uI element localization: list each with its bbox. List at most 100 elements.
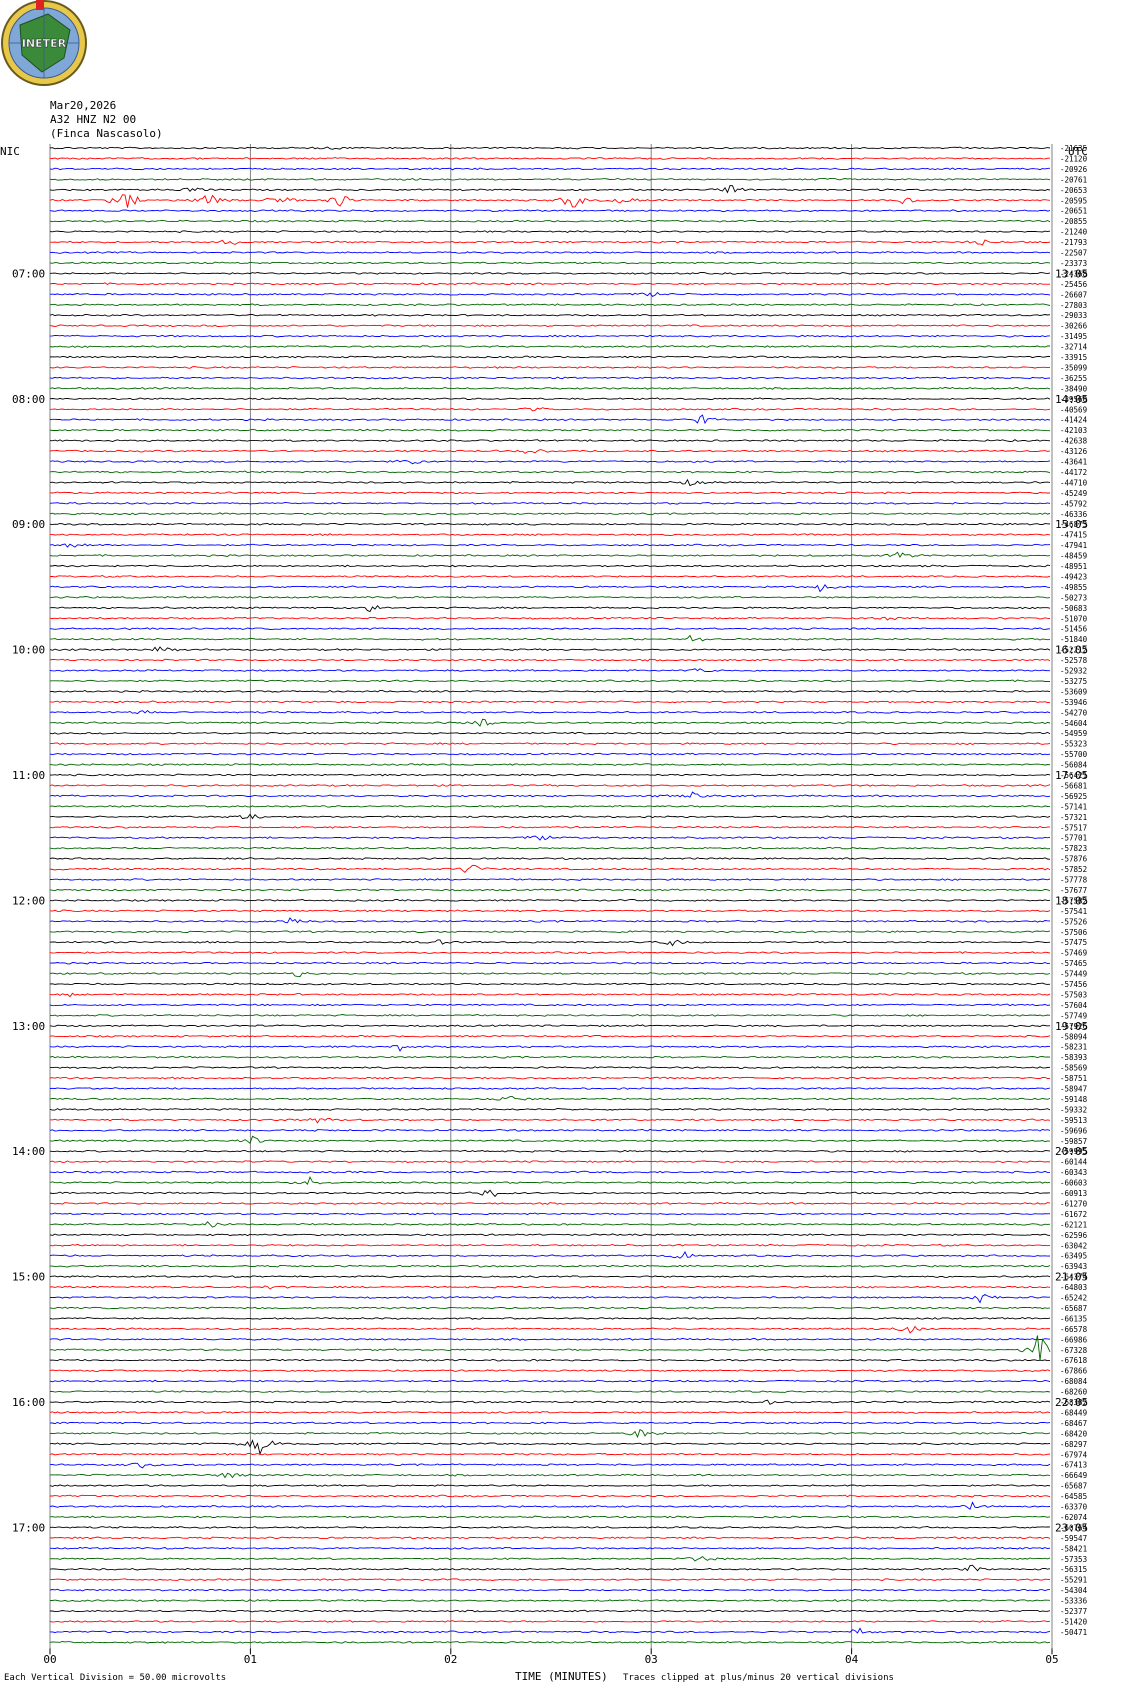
row-offset-label: -52212	[1060, 646, 1087, 655]
row-offset-label: -50273	[1060, 593, 1087, 602]
row-offset-label: -59857	[1060, 1137, 1087, 1146]
trace-row	[49, 668, 1050, 673]
row-offset-label: -57823	[1060, 844, 1087, 853]
trace-row	[49, 1045, 1051, 1052]
row-offset-label: -54959	[1060, 729, 1087, 738]
row-offset-label: -47941	[1060, 541, 1087, 550]
row-offset-label: -39560	[1060, 395, 1088, 404]
row-offset-label: -66986	[1060, 1335, 1088, 1344]
trace-row	[49, 804, 1051, 808]
trace-row	[49, 1108, 1051, 1111]
x-axis-title: TIME (MINUTES)	[515, 1670, 608, 1683]
row-offset-label: -33915	[1060, 353, 1087, 362]
trace-row	[49, 930, 1051, 934]
trace-row	[49, 1285, 1051, 1290]
row-offset-label: -21120	[1060, 154, 1088, 163]
x-tick-label: 05	[1045, 1653, 1058, 1666]
trace-row	[49, 324, 1051, 327]
trace-row	[49, 251, 1051, 254]
row-offset-label: -54304	[1060, 1586, 1088, 1595]
row-offset-label: -63370	[1060, 1503, 1088, 1512]
trace-row	[49, 551, 1051, 559]
trace-row	[49, 428, 1050, 432]
trace-row	[49, 1335, 1051, 1361]
row-offset-label: -54270	[1060, 708, 1088, 717]
trace-row	[49, 272, 1051, 275]
trace-row	[49, 1564, 1051, 1572]
trace-row	[49, 439, 1051, 442]
trace-row	[49, 627, 1051, 631]
right-time-label: 16:05	[1055, 644, 1088, 657]
row-offset-label: -52578	[1060, 656, 1088, 665]
trace-row	[49, 543, 1051, 548]
trace-row	[49, 961, 1051, 965]
trace-row	[49, 1096, 1051, 1101]
trace-row	[49, 1462, 1051, 1469]
row-offset-label: -57604	[1060, 1001, 1088, 1010]
row-offset-label: -57677	[1060, 886, 1087, 895]
trace-row	[49, 459, 1051, 465]
trace-row	[49, 763, 1051, 766]
row-offset-label: -51070	[1060, 614, 1088, 623]
trace-row	[50, 1627, 1051, 1634]
trace-row	[49, 951, 1051, 954]
row-offset-label: -57469	[1060, 949, 1087, 958]
trace-row	[49, 1034, 1051, 1038]
trace-row	[49, 1411, 1051, 1414]
trace-row	[49, 700, 1051, 704]
row-offset-label: -42103	[1060, 426, 1087, 435]
trace-row	[50, 1546, 1051, 1550]
row-offset-label: -36255	[1060, 374, 1087, 383]
right-time-label: 21:05	[1055, 1271, 1088, 1284]
trace-row	[49, 157, 1050, 160]
trace-row	[49, 679, 1051, 683]
row-offset-label: -59547	[1060, 1534, 1087, 1543]
right-time-label: 22:05	[1055, 1396, 1088, 1409]
trace-row	[49, 1526, 1051, 1529]
trace-row	[49, 291, 1051, 297]
row-offset-label: -27803	[1060, 301, 1087, 310]
row-offset-label: -66649	[1060, 1471, 1087, 1480]
row-offset-label: -58393	[1060, 1053, 1087, 1062]
trace-row	[49, 731, 1051, 735]
row-offset-label: -62121	[1060, 1220, 1087, 1229]
row-offset-label: -29033	[1060, 311, 1087, 320]
row-offset-label: -59696	[1060, 1126, 1088, 1135]
trace-row	[49, 1076, 1051, 1080]
row-offset-label: -20651	[1060, 207, 1087, 216]
left-time-label: 12:00	[12, 894, 45, 907]
row-offset-label: -63042	[1060, 1241, 1087, 1250]
trace-row	[49, 1620, 1051, 1623]
row-offset-label: -38490	[1060, 384, 1088, 393]
row-offset-label: -66135	[1060, 1314, 1087, 1323]
trace-row	[49, 1536, 1051, 1540]
trace-row	[50, 1599, 1051, 1602]
trace-row	[49, 982, 1051, 986]
trace-row	[49, 239, 1051, 246]
row-offset-label: -56084	[1060, 761, 1088, 770]
trace-row	[49, 584, 1051, 593]
trace-row	[49, 1484, 1051, 1487]
right-time-label: 20:05	[1055, 1145, 1088, 1158]
trace-row	[49, 407, 1051, 412]
row-offset-label: -48951	[1060, 562, 1087, 571]
row-offset-label: -62596	[1060, 1231, 1088, 1240]
trace-row	[49, 1358, 1051, 1362]
row-offset-label: -57321	[1060, 813, 1087, 822]
row-offset-label: -67413	[1060, 1461, 1087, 1470]
trace-row	[49, 846, 1051, 850]
row-offset-label: -67328	[1060, 1346, 1088, 1355]
trace-row	[49, 1013, 1051, 1017]
row-offset-label: -53336	[1060, 1597, 1088, 1606]
row-offset-label: -53609	[1060, 687, 1087, 696]
trace-row	[49, 470, 1051, 474]
row-offset-label: -40569	[1060, 405, 1087, 414]
row-offset-label: -44172	[1060, 468, 1087, 477]
row-offset-label: -56925	[1060, 792, 1087, 801]
trace-row	[49, 1337, 1051, 1341]
trace-row	[49, 1556, 1051, 1562]
row-offset-label: -66578	[1060, 1325, 1088, 1334]
row-offset-label: -44710	[1060, 478, 1088, 487]
row-offset-label: -68449	[1060, 1408, 1087, 1417]
row-offset-label: -22507	[1060, 249, 1087, 258]
